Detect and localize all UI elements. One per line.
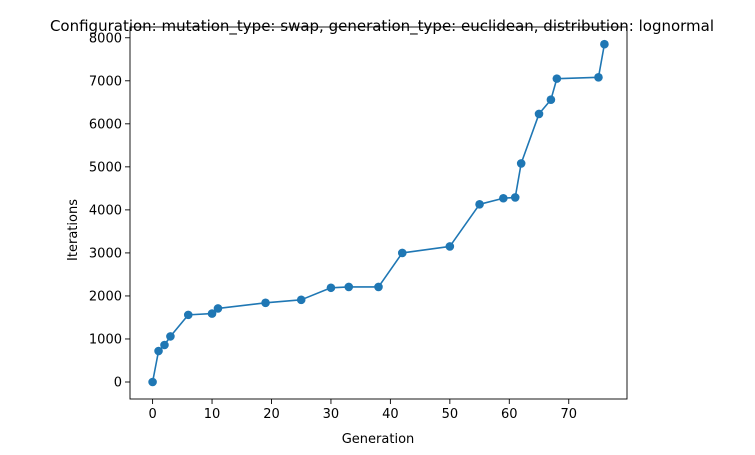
data-point <box>148 377 157 387</box>
x-tick-label: 30 <box>323 407 340 422</box>
y-tick-label: 7000 <box>89 74 122 89</box>
x-tick-label: 50 <box>442 407 459 422</box>
y-axis-label: Iterations <box>66 199 81 261</box>
x-tick-label: 40 <box>382 407 399 422</box>
data-point <box>552 74 562 83</box>
data-point <box>213 304 223 313</box>
y-tick-label: 6000 <box>89 117 122 132</box>
y-tick-label: 3000 <box>89 246 122 261</box>
data-point <box>534 109 544 119</box>
x-tick-label: 20 <box>263 407 280 422</box>
y-tick-label: 8000 <box>89 31 122 46</box>
data-point <box>207 309 217 318</box>
data-point <box>296 295 306 305</box>
data-point <box>154 346 163 356</box>
data-point <box>261 298 270 308</box>
data-point <box>499 193 508 203</box>
x-tick-label: 60 <box>501 407 518 422</box>
data-point <box>160 340 169 350</box>
data-point <box>546 95 556 105</box>
data-point <box>594 73 603 82</box>
data-point <box>183 310 193 320</box>
y-tick-label: 0 <box>114 376 122 391</box>
x-axis-label: Generation <box>342 432 415 447</box>
y-tick-label: 4000 <box>89 203 122 218</box>
y-tick-label: 2000 <box>89 289 122 304</box>
data-point <box>166 332 175 341</box>
data-point <box>397 248 407 258</box>
data-point <box>475 199 484 209</box>
y-tick-label: 5000 <box>89 160 122 175</box>
series-line <box>151 44 606 383</box>
y-tick-label: 1000 <box>89 332 122 347</box>
plot-area: 0 10 20 30 40 50 60 70 0 1000 2000 3000 4000 5000 6000… <box>89 26 628 422</box>
data-point <box>445 242 455 251</box>
data-point <box>510 193 520 202</box>
plot-frame <box>129 26 628 400</box>
x-tick-label: 10 <box>204 407 221 422</box>
x-tick-label: 70 <box>560 407 577 422</box>
data-point <box>600 39 609 49</box>
data-point <box>326 283 336 293</box>
chart-title: Configuration: mutation_type: swap, gene… <box>50 17 714 36</box>
x-tick-label: 0 <box>148 407 156 422</box>
data-point <box>374 282 383 292</box>
data-point <box>516 159 526 168</box>
data-point <box>344 282 354 292</box>
